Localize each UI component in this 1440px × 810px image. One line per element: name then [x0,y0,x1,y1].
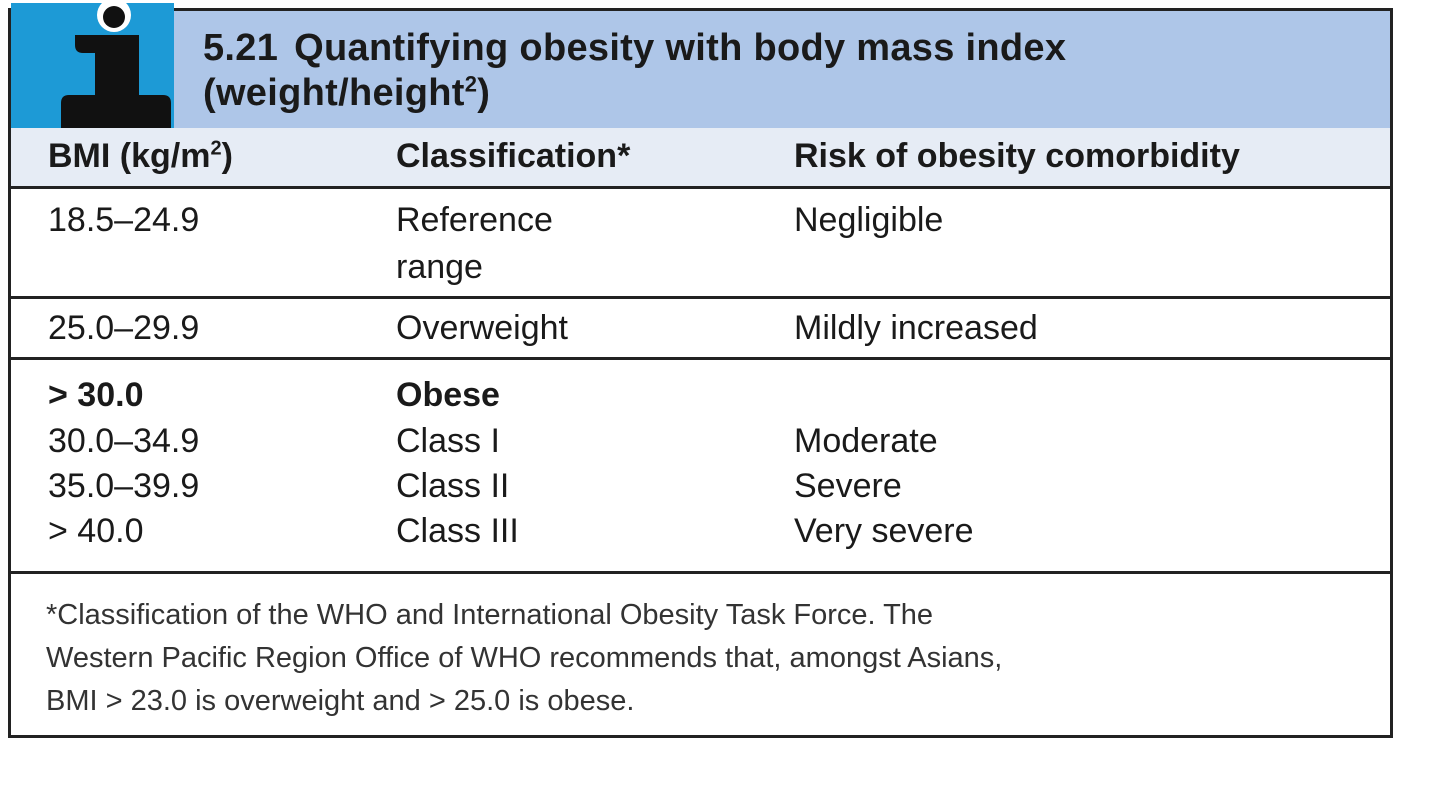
cell-classification-cont: range [396,248,483,286]
cell-bmi-sub: 35.0–39.9 [48,467,200,505]
info-i-icon [61,3,171,128]
col-bmi-text: BMI (kg/m [48,137,211,175]
cell-bmi-sub: > 40.0 [48,512,144,550]
cell-classification-sub: Class I [396,422,500,460]
cell-classification-sub: Class III [396,512,519,550]
footnote-line: *Classification of the WHO and Internati… [46,599,934,631]
box-number: 5.21 [203,27,279,69]
cell-bmi: > 30.0 [48,376,144,414]
col-classification-header: Classification* [396,137,631,175]
cell-risk-sub: Severe [794,467,902,505]
cell-bmi: 25.0–29.9 [48,309,200,347]
cell-classification: Obese [396,376,500,414]
col-bmi-header: BMI (kg/m2) [48,137,233,176]
cell-risk-sub: Very severe [794,512,974,550]
cell-risk: Negligible [794,201,944,239]
info-icon-block [11,3,174,128]
table-row: 25.0–29.9 Overweight Mildly increased [11,299,1390,360]
table-row: 18.5–24.9 Reference range Negligible [11,189,1390,299]
box-header: 5.21 Quantifying obesity with body mass i… [11,3,1390,128]
info-box: 5.21 Quantifying obesity with body mass i… [8,3,1393,738]
footnote-line: BMI > 23.0 is overweight and > 25.0 is o… [46,685,635,717]
col-bmi-close: ) [221,137,233,175]
cell-classification: Reference [396,201,553,239]
col-risk-header: Risk of obesity comorbidity [794,137,1240,175]
box-title-close: ) [477,72,491,114]
footnote-line: Western Pacific Region Office of WHO rec… [46,642,1003,674]
col-bmi-sup: 2 [210,137,222,160]
cell-bmi-sub: 30.0–34.9 [48,422,200,460]
box-title-sup: 2 [464,71,478,97]
footnote: *Classification of the WHO and Internati… [46,594,1366,723]
box-title-line2: (weight/height [203,72,465,114]
table-header: BMI (kg/m2) Classification* Risk of obes… [11,128,1390,189]
cell-classification: Overweight [396,309,568,347]
box-title: 5.21 Quantifying obesity with body mass i… [203,26,1066,116]
cell-risk: Mildly increased [794,309,1038,347]
box-title-line1: Quantifying obesity with body mass index [294,27,1067,69]
table-row: > 30.0 Obese 30.0–34.9 Class I Moderate … [11,360,1390,574]
cell-classification-sub: Class II [396,467,510,505]
cell-risk-sub: Moderate [794,422,938,460]
cell-bmi: 18.5–24.9 [48,201,200,239]
